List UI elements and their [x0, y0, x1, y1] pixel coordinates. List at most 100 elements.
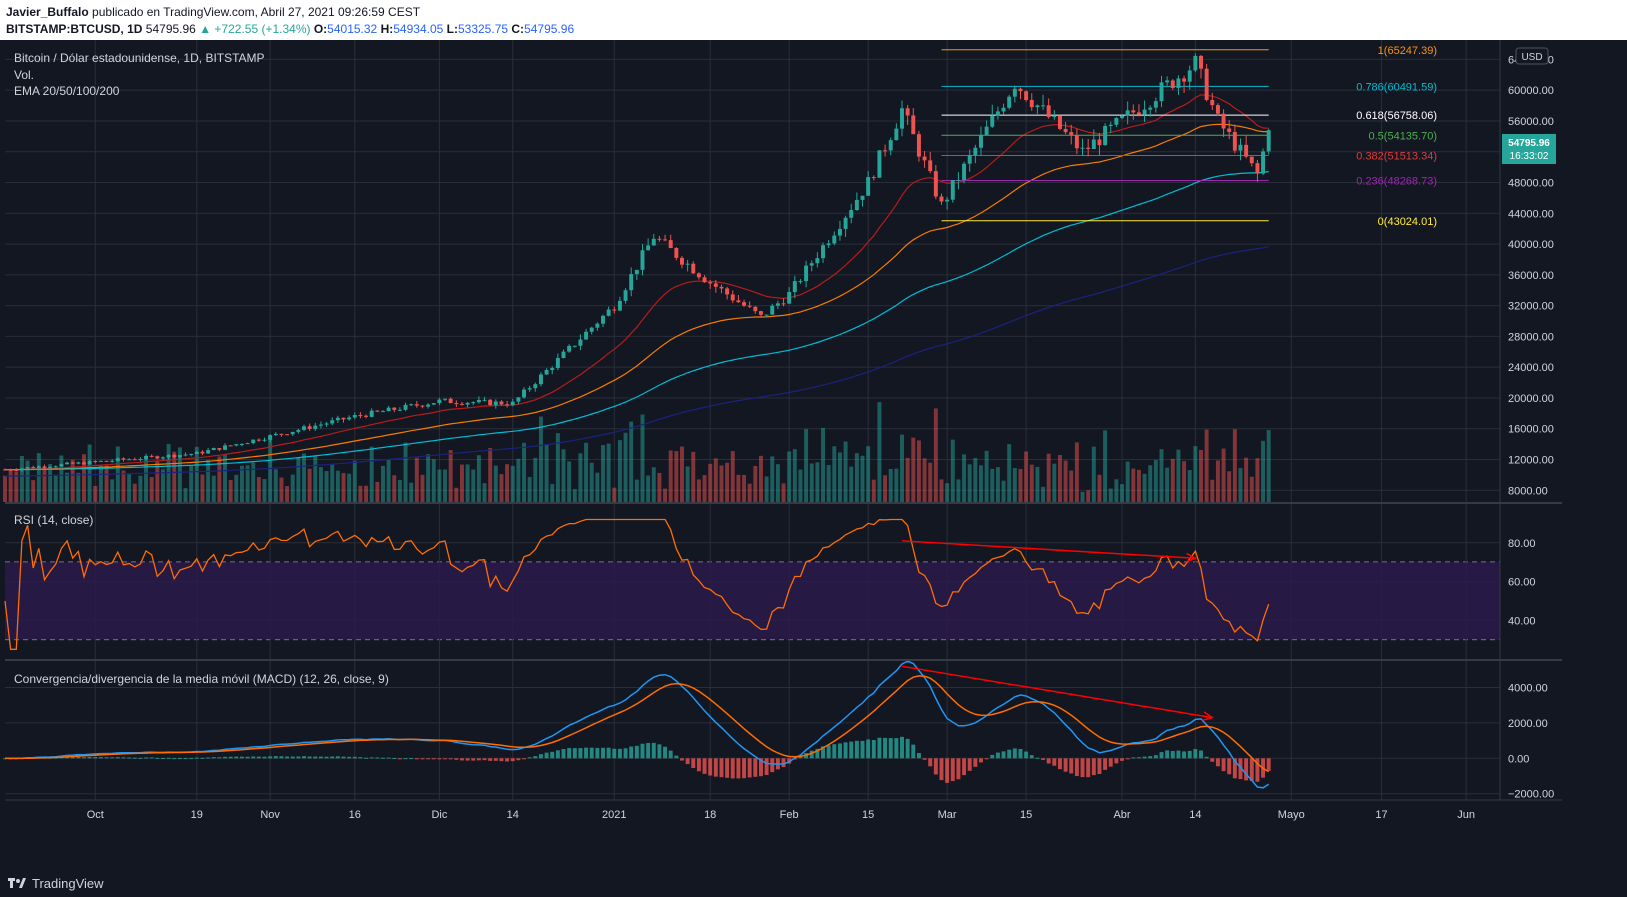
candle-body — [663, 239, 668, 241]
volume-bar — [335, 470, 340, 502]
macd-histogram-bar — [499, 758, 504, 762]
volume-legend[interactable]: Vol. — [14, 68, 34, 82]
volume-bar — [849, 466, 854, 502]
volume-bar — [725, 462, 730, 502]
volume-bar — [1249, 476, 1254, 502]
volume-bar — [65, 472, 70, 502]
volume-bar — [866, 446, 871, 502]
macd-histogram-bar — [832, 744, 837, 759]
author-name[interactable]: Javier_Buffalo — [6, 5, 89, 19]
candle-body — [104, 460, 109, 462]
candle-body — [1238, 144, 1243, 151]
volume-bar — [1086, 490, 1091, 502]
candle-body — [696, 273, 701, 278]
macd-histogram-bar — [995, 752, 1000, 759]
candle-body — [606, 309, 611, 316]
volume-bar — [48, 464, 53, 502]
macd-title[interactable]: Convergencia/divergencia de la media móv… — [14, 672, 389, 686]
candle-body — [979, 135, 983, 148]
candle-body — [285, 434, 290, 436]
candle-body — [82, 462, 86, 465]
candle-body — [1097, 139, 1102, 146]
candle-body — [245, 443, 250, 445]
candle-body — [341, 417, 346, 420]
volume-bar — [217, 456, 222, 502]
macd-histogram-bar — [307, 756, 312, 759]
macd-histogram-bar — [572, 748, 577, 759]
candle-body — [877, 150, 882, 178]
macd-histogram-bar — [516, 758, 521, 761]
candle-body — [296, 429, 301, 432]
candle-body — [798, 281, 803, 283]
macd-histogram-bar — [397, 758, 402, 760]
macd-histogram-bar — [341, 756, 346, 759]
volume-bar — [352, 460, 357, 502]
candle-body — [189, 453, 194, 455]
macd-histogram-bar — [527, 757, 532, 759]
volume-bar — [567, 461, 572, 502]
candle-body — [459, 403, 464, 405]
ema-50-line — [5, 123, 1269, 471]
candle-body — [53, 466, 58, 468]
volume-bar — [397, 479, 402, 502]
currency-badge[interactable] — [1515, 47, 1549, 65]
macd-histogram-bar — [369, 757, 374, 759]
macd-histogram-bar — [493, 758, 498, 761]
macd-histogram-bar — [973, 758, 978, 767]
last-price: 54795.96 — [145, 22, 196, 36]
candle-body — [674, 248, 679, 258]
macd-histogram-bar — [87, 756, 92, 759]
rsi-title[interactable]: RSI (14, close) — [14, 513, 93, 527]
candle-body — [239, 443, 244, 445]
volume-bar — [589, 462, 594, 502]
macd-histogram-bar — [798, 756, 803, 759]
candle-body — [646, 245, 651, 251]
macd-histogram-bar — [459, 758, 464, 761]
volume-bar — [1131, 468, 1136, 502]
candle-body — [352, 415, 357, 418]
volume-bar — [651, 467, 656, 502]
candle-body — [172, 454, 177, 458]
candle-body — [59, 464, 64, 467]
macd-histogram-bar — [578, 748, 583, 759]
volume-bar — [634, 479, 639, 502]
macd-histogram-bar — [1159, 752, 1164, 759]
volume-bar — [995, 467, 1000, 502]
volume-bar — [1238, 468, 1243, 502]
volume-bar — [132, 483, 137, 502]
candle-body — [1232, 131, 1237, 151]
candle-body — [234, 444, 239, 446]
volume-bar — [956, 479, 961, 502]
fib-level-label: 0.618(56758.06) — [1356, 110, 1437, 122]
volume-bar — [110, 479, 115, 502]
candle-body — [1215, 105, 1220, 114]
macd-histogram-bar — [206, 757, 211, 759]
macd-histogram-bar — [646, 742, 651, 759]
open-value: 54015.32 — [327, 22, 378, 36]
high-value: 54934.05 — [393, 22, 444, 36]
price-tick-label: 20000.00 — [1508, 393, 1554, 405]
macd-histogram-bar — [522, 758, 526, 760]
volume-bar — [25, 460, 30, 502]
candle-body — [155, 456, 160, 459]
macd-histogram-bar — [544, 752, 549, 759]
volume-bar — [1255, 458, 1260, 502]
candle-body — [629, 274, 634, 291]
chart-canvas[interactable]: 1(65247.39) 0.786(60491.59) 0.618(56758.06… — [0, 40, 1627, 870]
macd-histogram-bar — [640, 743, 645, 759]
macd-histogram-bar — [950, 758, 955, 782]
candle-body — [307, 426, 312, 429]
macd-histogram-bar — [177, 758, 182, 760]
volume-bar — [347, 473, 352, 502]
candle-body — [1063, 128, 1068, 133]
ema-legend[interactable]: EMA 20/50/100/200 — [14, 84, 120, 98]
volume-bar — [144, 459, 149, 502]
macd-histogram-bar — [826, 745, 831, 759]
macd-histogram-bar — [1255, 758, 1260, 782]
symbol-label[interactable]: BITSTAMP:BTCUSD, 1D — [6, 22, 143, 36]
candle-body — [888, 140, 893, 151]
volume-bar — [1170, 458, 1175, 502]
volume-bar — [82, 454, 86, 502]
volume-bar — [1232, 429, 1237, 502]
volume-bar — [160, 469, 165, 502]
